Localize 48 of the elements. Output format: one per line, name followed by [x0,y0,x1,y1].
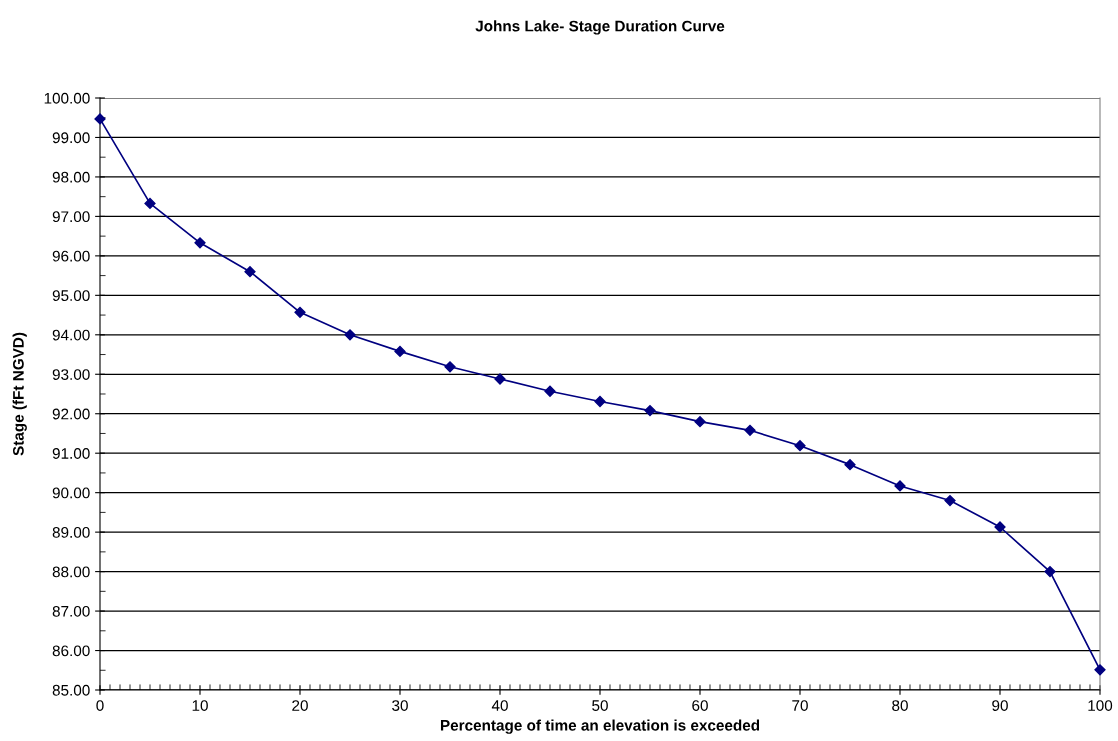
x-tick-label: 60 [692,700,708,711]
point [744,424,756,436]
y-tick-label: 97.00 [52,211,90,223]
x-tick-label: 100 [1088,700,1113,711]
x-tick-label: 80 [892,700,908,711]
point [294,306,306,318]
x-tick-label: 90 [992,700,1008,711]
y-axis-title: Stage (fFt NGVD) [12,332,27,456]
y-tick-label: 86.00 [52,645,90,657]
y-tick-label: 90.00 [52,487,90,499]
point [344,329,356,341]
point [944,494,956,507]
point [244,266,256,278]
y-tick-label: 91.00 [52,448,90,459]
point [394,345,406,357]
point [94,113,106,125]
y-tick-label: 88.00 [52,566,90,578]
y-tick-label: 89.00 [52,527,90,538]
point [544,385,556,397]
point [694,416,706,428]
point [444,361,456,373]
y-tick-label: 100.00 [44,92,90,104]
y-tick-label: 92.00 [52,408,90,420]
y-tick-label: 95.00 [52,290,90,302]
point [1094,664,1106,676]
point [844,459,856,471]
point [144,197,156,209]
y-tick-label: 99.00 [52,132,90,144]
y-tick-label: 96.00 [52,250,90,262]
x-tick-label: 10 [192,700,208,711]
point [594,395,606,408]
y-tick-label: 94.00 [52,329,90,341]
point [794,440,806,452]
x-tick-label: 30 [392,700,408,711]
x-tick-label: 70 [792,700,808,711]
x-axis-title: Percentage of time an elevation is exceeded [440,719,760,734]
y-tick-label: 87.00 [52,605,90,617]
y-tick-label: 85.00 [52,684,90,696]
point [1044,565,1056,578]
chart-title: Johns Lake- Stage Duration Curve [475,20,725,35]
y-tick-label: 98.00 [52,171,90,183]
point [644,404,656,417]
x-tick-label: 20 [292,700,308,711]
x-tick-label: 40 [491,700,508,711]
y-tick-label: 93.00 [52,369,90,380]
x-tick-label: 50 [592,700,608,711]
point [194,237,206,249]
x-tick-label: 0 [96,700,104,711]
